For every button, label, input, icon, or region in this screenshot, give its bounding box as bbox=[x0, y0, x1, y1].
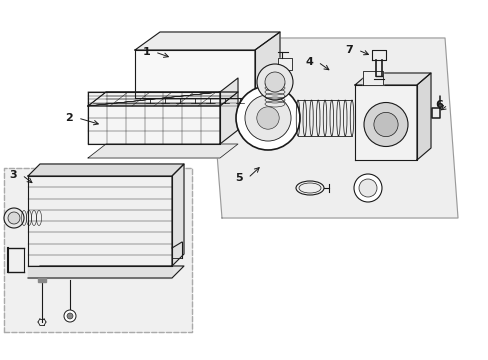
Text: 4: 4 bbox=[305, 57, 312, 67]
Circle shape bbox=[236, 86, 299, 150]
Circle shape bbox=[64, 310, 76, 322]
Circle shape bbox=[256, 107, 279, 129]
Polygon shape bbox=[88, 92, 220, 144]
Polygon shape bbox=[135, 32, 280, 50]
Text: 6: 6 bbox=[434, 100, 442, 110]
Polygon shape bbox=[28, 266, 172, 278]
Circle shape bbox=[4, 208, 24, 228]
Text: 3: 3 bbox=[9, 170, 17, 180]
Circle shape bbox=[264, 72, 285, 92]
Polygon shape bbox=[28, 164, 183, 176]
Text: 1: 1 bbox=[142, 47, 150, 57]
Polygon shape bbox=[4, 168, 192, 332]
Circle shape bbox=[257, 64, 292, 100]
Polygon shape bbox=[278, 58, 291, 70]
Text: 7: 7 bbox=[345, 45, 352, 55]
Polygon shape bbox=[416, 73, 430, 160]
Polygon shape bbox=[362, 71, 382, 85]
Polygon shape bbox=[135, 50, 254, 98]
Polygon shape bbox=[354, 73, 430, 85]
Polygon shape bbox=[354, 85, 416, 160]
Circle shape bbox=[67, 313, 73, 319]
Polygon shape bbox=[207, 38, 457, 218]
Polygon shape bbox=[220, 78, 238, 144]
Text: 2: 2 bbox=[65, 113, 73, 123]
Polygon shape bbox=[254, 32, 280, 98]
Polygon shape bbox=[38, 278, 46, 282]
Polygon shape bbox=[28, 266, 183, 278]
Circle shape bbox=[8, 212, 20, 224]
Polygon shape bbox=[371, 50, 385, 60]
Circle shape bbox=[363, 103, 407, 147]
Polygon shape bbox=[28, 176, 172, 266]
Circle shape bbox=[373, 112, 397, 136]
Circle shape bbox=[358, 179, 376, 197]
Circle shape bbox=[244, 95, 290, 141]
Polygon shape bbox=[88, 92, 238, 106]
Polygon shape bbox=[88, 144, 238, 158]
Polygon shape bbox=[172, 164, 183, 266]
Circle shape bbox=[353, 174, 381, 202]
Text: 5: 5 bbox=[235, 173, 243, 183]
